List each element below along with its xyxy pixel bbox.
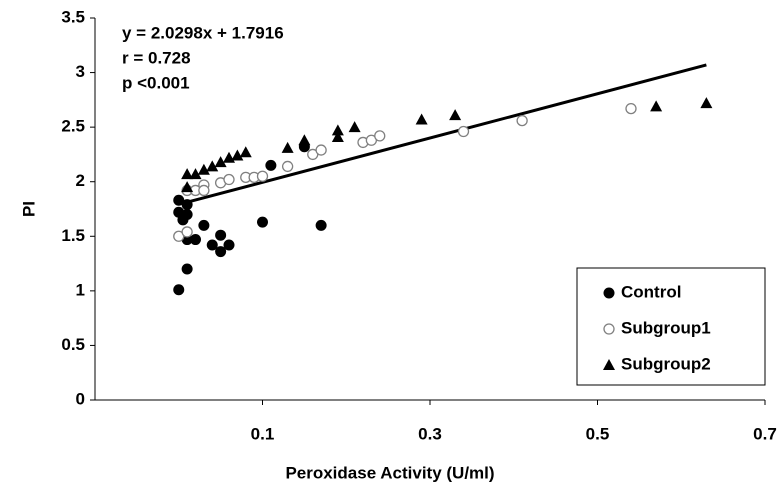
y-tick-label: 1 — [76, 280, 85, 299]
y-tick-label: 0.5 — [61, 335, 85, 354]
point — [206, 160, 219, 172]
point — [173, 284, 185, 296]
point — [197, 163, 210, 175]
x-tick-label: 0.3 — [418, 424, 442, 443]
point — [650, 100, 663, 112]
annotation: p <0.001 — [122, 73, 190, 92]
point — [315, 144, 327, 156]
point — [516, 114, 528, 127]
x-tick-label: 0.1 — [251, 424, 275, 443]
point — [457, 125, 470, 138]
point — [189, 168, 202, 180]
y-axis-label: PI — [19, 201, 38, 217]
legend-marker — [603, 287, 615, 299]
y-tick-label: 0 — [76, 389, 85, 408]
legend-label: Control — [621, 282, 681, 301]
y-tick-label: 2 — [76, 171, 85, 190]
point — [214, 156, 227, 168]
point — [700, 97, 713, 109]
point — [348, 121, 361, 133]
point — [181, 263, 193, 275]
point — [206, 239, 218, 251]
legend-label: Subgroup2 — [621, 354, 711, 373]
point — [215, 229, 227, 241]
point — [239, 146, 252, 158]
annotation: r = 0.728 — [122, 48, 191, 67]
x-tick-label: 0.7 — [753, 424, 777, 443]
x-tick-label: 0.5 — [586, 424, 610, 443]
point — [315, 219, 327, 231]
y-tick-label: 1.5 — [61, 226, 85, 245]
point — [374, 130, 386, 142]
y-tick-label: 3 — [76, 62, 85, 81]
y-tick-label: 2.5 — [61, 117, 85, 136]
point — [181, 168, 194, 180]
point — [265, 159, 277, 171]
point — [281, 141, 294, 153]
point — [331, 124, 344, 136]
point — [181, 226, 193, 238]
trendline — [186, 63, 707, 204]
point — [625, 102, 637, 115]
legend-marker — [603, 323, 615, 335]
legend-label: Subgroup1 — [621, 318, 711, 337]
point — [223, 173, 235, 186]
point — [223, 239, 235, 251]
point — [281, 160, 294, 173]
point — [181, 208, 193, 220]
point — [257, 216, 268, 228]
point — [256, 170, 269, 182]
point — [298, 134, 311, 146]
point — [215, 246, 227, 258]
point — [173, 194, 185, 206]
point — [415, 113, 428, 125]
point — [181, 181, 194, 193]
point — [198, 219, 210, 231]
point — [190, 234, 201, 246]
legend-marker — [603, 359, 615, 370]
point — [449, 109, 462, 121]
annotation: y = 2.0298x + 1.7916 — [122, 23, 284, 42]
point — [331, 130, 344, 142]
point — [198, 184, 210, 197]
x-axis-label: Peroxidase Activity (U/ml) — [285, 463, 494, 482]
y-tick-label: 3.5 — [61, 7, 85, 26]
point — [231, 149, 244, 161]
point — [181, 199, 193, 211]
